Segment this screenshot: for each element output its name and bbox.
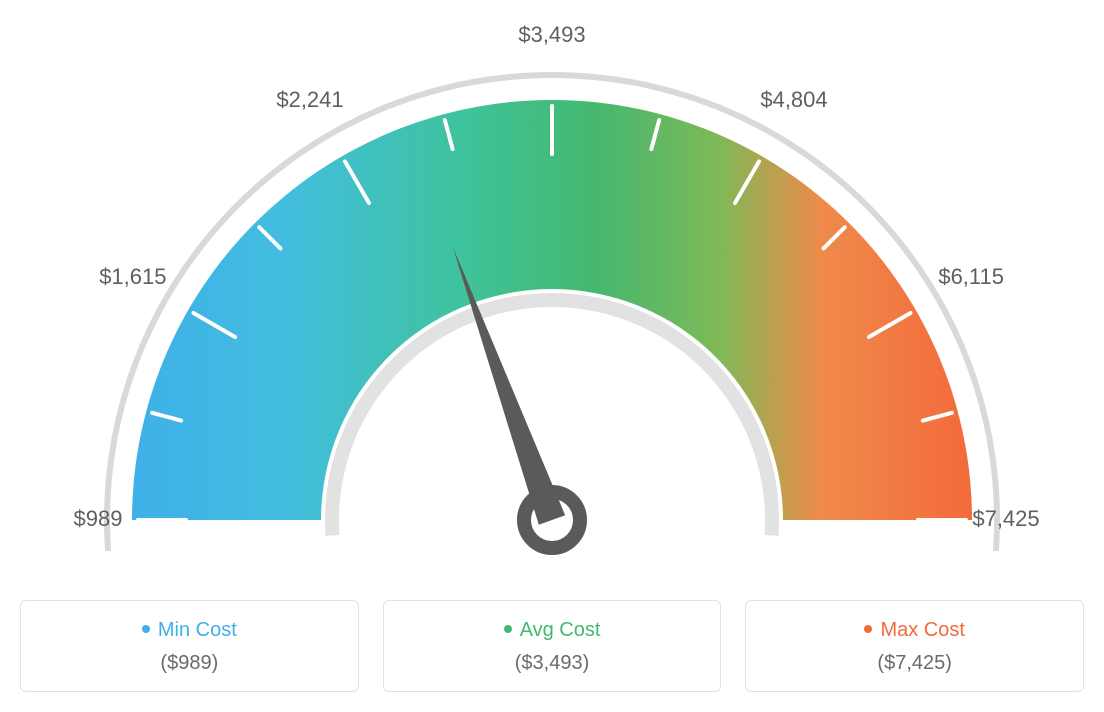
svg-text:$4,804: $4,804 (760, 87, 827, 112)
legend-value-max: ($7,425) (758, 652, 1071, 675)
svg-text:$7,425: $7,425 (972, 506, 1039, 531)
legend-label-avg: Avg Cost (520, 619, 601, 641)
dot-icon (504, 625, 512, 633)
legend-label-max: Max Cost (880, 619, 964, 641)
legend-card-min: Min Cost ($989) (20, 600, 359, 692)
legend-value-min: ($989) (33, 652, 346, 675)
gauge-svg-container: $989 $1,615 $2,241 $3,493 $4,804 $6,115 $7,425 (20, 20, 1084, 560)
gauge-svg: $989 $1,615 $2,241 $3,493 $4,804 $6,115 $7,425 (20, 20, 1084, 560)
dot-icon (142, 625, 150, 633)
svg-text:$989: $989 (74, 506, 123, 531)
legend-card-avg: Avg Cost ($3,493) (383, 600, 722, 692)
svg-text:$3,493: $3,493 (518, 22, 585, 47)
legend-title-min: Min Cost (33, 619, 346, 642)
legend-label-min: Min Cost (158, 619, 237, 641)
svg-text:$2,241: $2,241 (276, 87, 343, 112)
legend-row: Min Cost ($989) Avg Cost ($3,493) Max Co… (20, 600, 1084, 692)
svg-text:$6,115: $6,115 (938, 264, 1004, 289)
legend-title-max: Max Cost (758, 619, 1071, 642)
legend-value-avg: ($3,493) (396, 652, 709, 675)
dot-icon (864, 625, 872, 633)
legend-card-max: Max Cost ($7,425) (745, 600, 1084, 692)
legend-title-avg: Avg Cost (396, 619, 709, 642)
cost-gauge-chart: $989 $1,615 $2,241 $3,493 $4,804 $6,115 $7,425… (20, 20, 1084, 692)
svg-text:$1,615: $1,615 (99, 264, 166, 289)
